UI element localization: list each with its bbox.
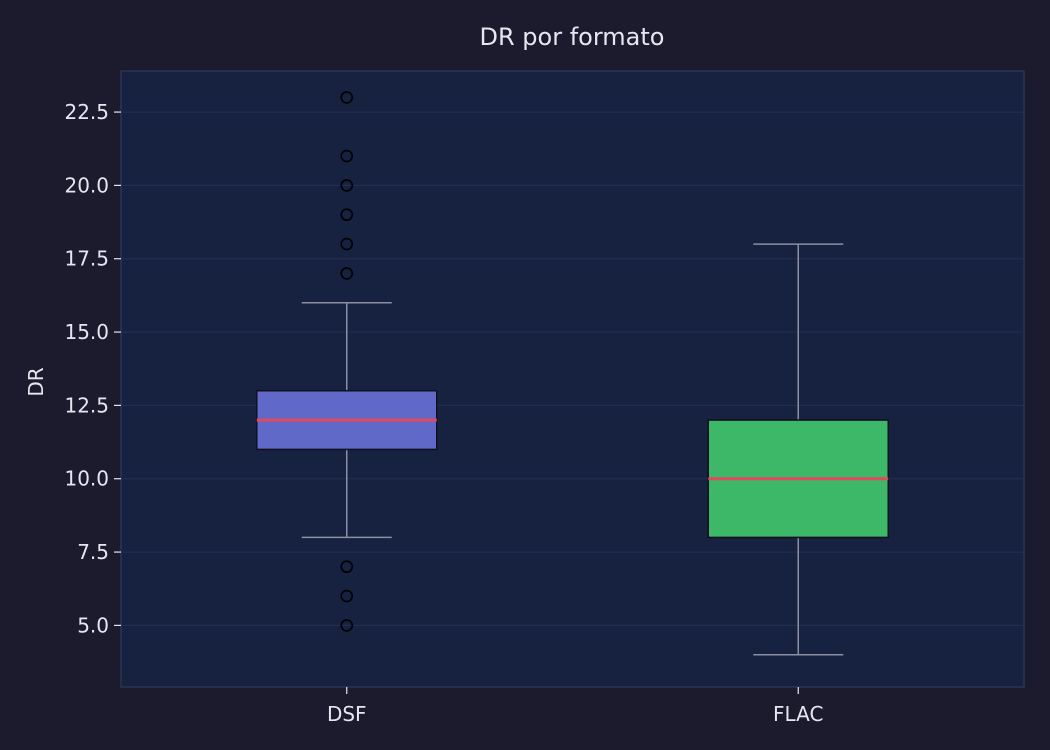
y-tick-label: 17.5 [64,247,109,271]
chart-title: DR por formato [480,23,665,51]
outlier-point [340,208,354,222]
y-tick-label: 10.0 [64,467,109,491]
box-dsf [256,91,438,632]
outlier-point [340,237,354,251]
outlier-point [340,149,354,163]
outlier-point [340,179,354,192]
y-tick-label: 20.0 [64,173,109,197]
x-axis-ticks: DSF FLAC [327,687,823,726]
outlier-point [340,589,354,603]
box-flac [707,243,889,656]
y-tick-label: 5.0 [77,613,109,637]
boxes-layer [256,91,889,656]
outlier-point [340,619,354,632]
y-tick-label: 22.5 [64,100,109,124]
y-tick-label: 12.5 [64,393,109,417]
y-tick-label: 15.0 [64,320,109,344]
y-tick-label: 7.5 [77,540,109,564]
x-tick-label: DSF [327,702,367,726]
x-tick-label: FLAC [773,702,823,726]
outlier-point [340,91,354,104]
y-axis-ticks: 5.0 7.5 10.0 12.5 15.0 17.5 20.0 22.5 [64,100,121,637]
y-axis-label: DR [24,367,48,396]
outlier-point [340,267,354,280]
plot-area [120,70,1025,688]
outlier-point [340,560,354,574]
